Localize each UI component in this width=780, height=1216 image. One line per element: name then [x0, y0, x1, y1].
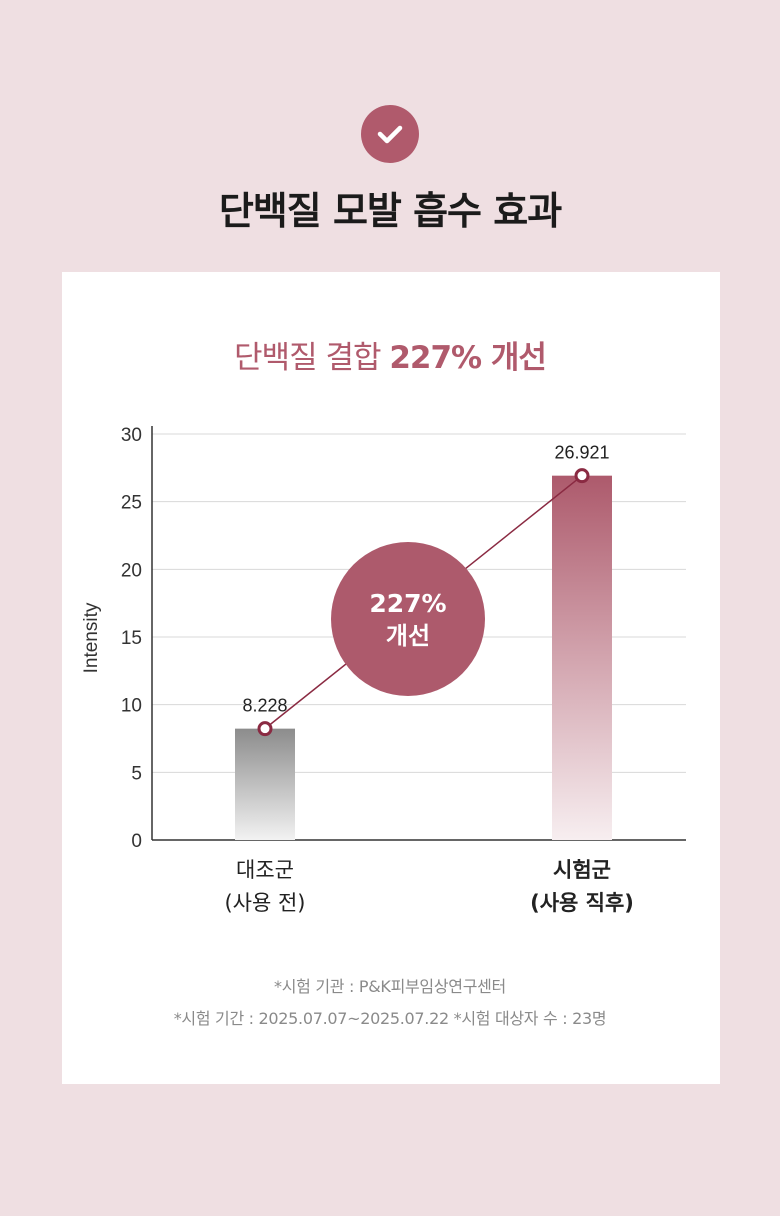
data-point — [574, 468, 590, 484]
value-labels: 8.228 26.921 — [242, 443, 609, 716]
improvement-bubble: 227% 개선 — [331, 542, 485, 696]
category-label: 대조군 — [236, 858, 294, 882]
y-tick-label: 20 — [121, 560, 142, 581]
check-icon — [377, 125, 403, 144]
y-tick-label: 15 — [121, 628, 142, 649]
y-tick-label: 30 — [121, 425, 142, 446]
category-label: (사용 전) — [224, 891, 305, 915]
chart-headline: 단백질 결합 227% 개선 — [0, 332, 780, 377]
category-labels: 대조군 (사용 전) 시험군 (사용 직후) — [224, 858, 633, 915]
bar — [235, 728, 295, 840]
improvement-percent: 227% — [369, 589, 446, 618]
y-axis-label: Intensity — [81, 602, 102, 673]
data-points — [257, 468, 590, 737]
bars — [235, 475, 612, 840]
y-tick-label: 0 — [131, 831, 142, 852]
data-point — [257, 721, 273, 737]
bar-chart: 0 5 10 15 20 25 30 Intensity 227% 개선 8.228 26.9… — [81, 425, 686, 915]
category-label: 시험군 — [553, 858, 611, 882]
category-label: (사용 직후) — [530, 891, 634, 915]
y-tick-label: 25 — [121, 493, 142, 514]
value-label: 8.228 — [242, 696, 287, 716]
y-tick-label: 5 — [131, 763, 142, 784]
y-axis-ticks: 0 5 10 15 20 25 30 — [121, 425, 142, 852]
improvement-label: 개선 — [386, 622, 430, 650]
test-period-note: *시험 기간 : 2025.07.07~2025.07.22 *시험 대상자 수… — [173, 1009, 607, 1028]
y-tick-label: 10 — [121, 696, 142, 717]
test-institution-note: *시험 기관 : P&K피부임상연구센터 — [274, 977, 506, 996]
value-label: 26.921 — [554, 443, 609, 463]
headline-prefix: 단백질 결합 — [234, 340, 390, 376]
bar — [552, 475, 612, 840]
headline-emphasis: 227% 개선 — [389, 340, 547, 376]
check-badge — [361, 105, 419, 163]
page-title: 단백질 모발 흡수 효과 — [218, 189, 562, 233]
